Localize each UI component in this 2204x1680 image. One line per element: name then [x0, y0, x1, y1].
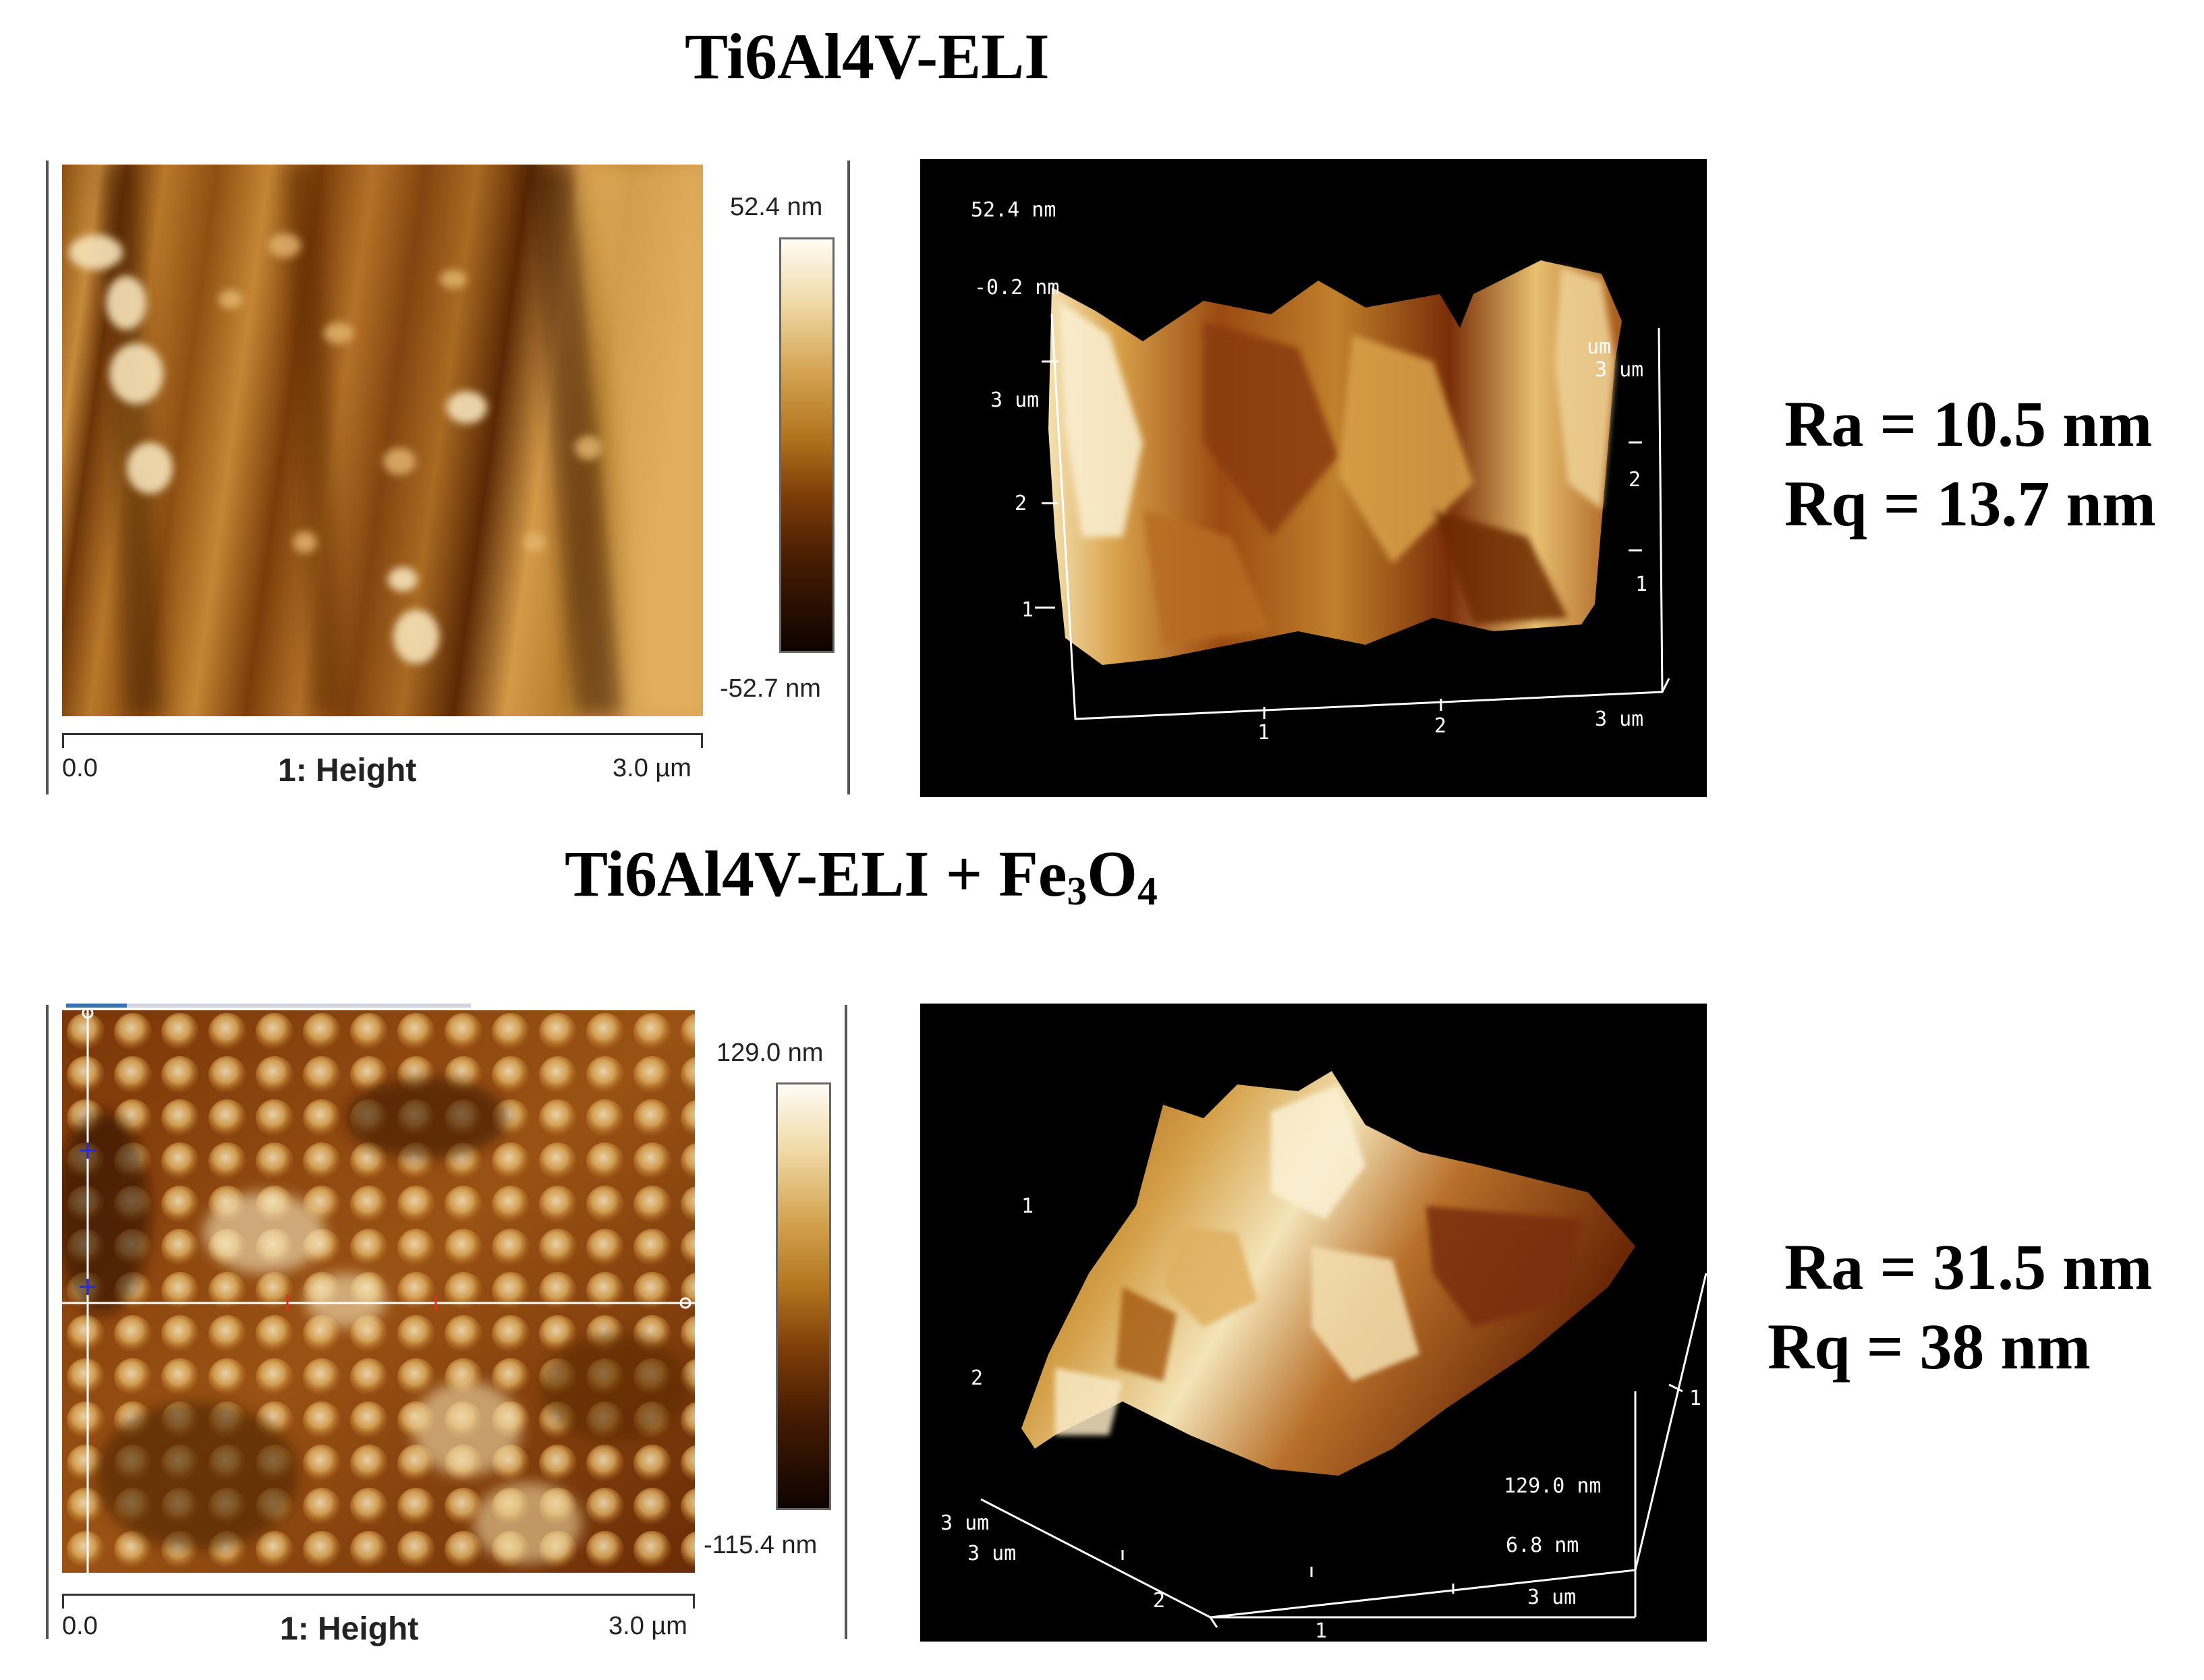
colorbar-min-label-top: -52.7 nm: [720, 674, 821, 703]
z-top-label-bottom: 129.0 nm: [1504, 1474, 1602, 1498]
panel-frame-divider-top: [847, 161, 850, 794]
ra-value-top: Ra = 10.5 nm: [1784, 388, 2153, 460]
y-left-label-3um-top: 3 um: [990, 388, 1039, 412]
x-bottom-label-2-top: 2: [1434, 714, 1446, 738]
z-bottom-label-top: -0.2 nm: [974, 276, 1059, 299]
corner-label-3um-a-bottom: 3 um: [940, 1511, 989, 1535]
left-label-2-bottom: 2: [971, 1366, 983, 1390]
panel-frame-divider-bottom: [845, 1005, 847, 1639]
corner-label-3um-b-bottom: 3 um: [967, 1542, 1016, 1565]
panel-frame-left-top: [46, 161, 49, 794]
afm-3d-view-bottom: 1 2 3 um 3 um 2 1 1 129.0 nm 6.8 nm 3 um: [920, 1004, 1707, 1642]
colorbar-bottom: [776, 1082, 831, 1510]
y-right-label-um-top: um: [1587, 335, 1611, 359]
y-right-label-3um-top: 3 um: [1595, 358, 1643, 382]
panel-frame-left-bottom: [46, 1005, 49, 1639]
x-bottom-label-2-bottom: 2: [1153, 1589, 1165, 1613]
scale-bar-tick-right-bottom: [693, 1594, 695, 1609]
z-top-label-top: 52.4 nm: [971, 198, 1056, 222]
x-bottom-label-3um-top: 3 um: [1595, 707, 1643, 731]
scale-start-label-bottom: 0.0: [62, 1612, 98, 1640]
x-bottom-label-1-top: 1: [1258, 721, 1270, 745]
afm-height-map-top: [62, 165, 703, 716]
roughness-values-bottom: Ra = 31.5 nm Rq = 38 nm: [1768, 1227, 2152, 1387]
y-left-label-2-top: 2: [1015, 492, 1027, 515]
channel-label-bottom: 1: Height: [280, 1611, 419, 1647]
scale-bar-tick-left-top: [62, 733, 64, 748]
channel-label-top: 1: Height: [278, 753, 417, 788]
colorbar-max-label-bottom: 129.0 nm: [716, 1039, 824, 1067]
afm-height-map-bottom: [62, 1010, 695, 1573]
colorbar-min-label-bottom: -115.4 nm: [704, 1531, 818, 1559]
colorbar-top: [779, 237, 835, 653]
rq-value-bottom: Rq = 38 nm: [1768, 1310, 2091, 1383]
colorbar-max-label-top: 52.4 nm: [730, 193, 823, 221]
y-right-label-2-top: 2: [1629, 468, 1641, 492]
sample-title-bottom: Ti6Al4V-ELI + Fe3O4: [565, 838, 1158, 914]
scale-end-label-top: 3.0 µm: [613, 754, 691, 782]
afm-3d-view-top: 52.4 nm -0.2 nm 3 um 2 1 um 3 um 2 1 1 2…: [920, 159, 1707, 797]
scale-end-label-bottom: 3.0 µm: [609, 1612, 687, 1640]
left-label-1-bottom: 1: [1021, 1194, 1034, 1218]
scale-bar-bottom: [62, 1594, 695, 1596]
z-bottom-label-bottom: 6.8 nm: [1506, 1534, 1579, 1557]
ra-value-bottom: Ra = 31.5 nm: [1784, 1231, 2153, 1303]
toolbar-strip-bottom: [66, 1004, 471, 1008]
rq-value-top: Rq = 13.7 nm: [1784, 467, 2156, 540]
scale-start-label-top: 0.0: [62, 754, 98, 782]
y-right-label-1-top: 1: [1635, 573, 1647, 596]
roughness-values-top: Ra = 10.5 nm Rq = 13.7 nm: [1784, 384, 2156, 544]
y-left-label-1-top: 1: [1021, 598, 1034, 622]
right-label-1-bottom: 1: [1689, 1387, 1701, 1410]
scale-bar-tick-right-top: [701, 733, 703, 748]
scale-bar-tick-left-bottom: [62, 1594, 64, 1609]
x-bottom-label-1-bottom: 1: [1315, 1619, 1327, 1642]
sample-title-top: Ti6Al4V-ELI: [685, 20, 1050, 92]
z-corner-label-bottom: 3 um: [1527, 1586, 1576, 1609]
scale-bar-top: [62, 733, 703, 735]
